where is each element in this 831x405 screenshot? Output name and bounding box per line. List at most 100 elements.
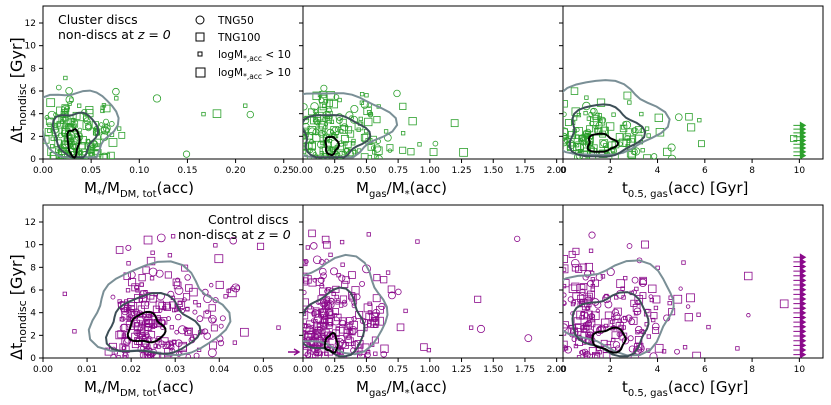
scatter-point-tng100	[305, 245, 310, 250]
scatter-point-tng50	[99, 122, 104, 127]
scatter-point-tng100	[304, 141, 313, 151]
scatter-point-tng100	[44, 128, 53, 136]
scatter-point-tng50	[578, 137, 583, 143]
scatter-point-tng100	[650, 312, 658, 320]
scatter-point-tng100	[78, 150, 83, 155]
out-of-range-arrow	[793, 125, 807, 134]
scatter-point-tng100	[167, 253, 173, 258]
scatter-point-tng50	[174, 329, 179, 335]
scatter-point-tng100	[611, 337, 616, 343]
scatter-point-tng50	[122, 352, 129, 358]
scatter-point-tng100	[146, 313, 151, 319]
scatter-point-tng100	[593, 354, 599, 358]
legend-label-high-mass: logM*,acc > 10	[218, 67, 291, 81]
scatter-point-tng50	[125, 244, 132, 251]
scatter-point-tng100	[572, 292, 580, 300]
annotation-control-line1: Control discs	[208, 212, 288, 227]
scatter-point-tng100	[610, 319, 615, 325]
scatter-point-tng50	[110, 294, 116, 300]
scatter-point-tng100	[613, 307, 622, 316]
scatter-point-tng100	[584, 95, 589, 100]
scatter-point-tng100	[348, 271, 356, 279]
scatter-point-tng100	[210, 324, 218, 332]
scatter-point-tng100	[686, 293, 695, 303]
scatter-point-tng100	[322, 103, 327, 109]
scatter-point-tng100	[185, 307, 190, 312]
scatter-point-tng50	[323, 122, 329, 127]
scatter-point-tng100	[310, 154, 319, 159]
scatter-point-tng100	[235, 285, 240, 290]
scatter-point-tng100	[339, 129, 344, 134]
scatter-point-tng100	[352, 150, 357, 155]
scatter-point-tng100	[93, 138, 101, 147]
scatter-point-tng100	[563, 264, 569, 274]
scatter-point-tng100	[72, 329, 77, 334]
scatter-point-tng100	[303, 298, 309, 307]
scatter-point-tng100	[386, 144, 394, 152]
scatter-point-tng100	[328, 252, 333, 257]
scatter-point-tng50	[309, 139, 315, 145]
scatter-point-tng50	[71, 122, 78, 129]
scatter-point-tng100	[634, 295, 644, 304]
scatter-point-tng50	[219, 315, 226, 322]
scatter-point-tng100	[142, 334, 147, 339]
scatter-point-tng50	[616, 331, 623, 338]
scatter-point-tng100	[303, 260, 307, 265]
scatter-point-tng100	[563, 100, 568, 108]
scatter-group-control-mgas-mstar	[303, 229, 533, 358]
scatter-point-tng50	[667, 143, 676, 152]
scatter-point-tng50	[563, 344, 568, 352]
scatter-point-tng100	[468, 325, 474, 330]
scatter-point-tng50	[55, 84, 62, 91]
scatter-point-tng100	[779, 299, 789, 309]
scatter-point-tng50	[217, 339, 225, 347]
scatter-point-tng100	[232, 340, 238, 345]
scatter-point-tng50	[204, 309, 210, 315]
scatter-point-tng100	[325, 116, 330, 121]
scatter-point-tng100	[139, 282, 144, 287]
scatter-point-tng100	[365, 312, 373, 320]
scatter-point-tng100	[583, 110, 588, 116]
x-tick-label-control-mgas-mstar: 2.00	[547, 365, 567, 375]
scatter-point-tng100	[135, 288, 140, 293]
y-axis-label-bottom: Δtnondisc [Gyr]	[7, 254, 29, 360]
x-tick-label-control-mgas-mstar: 1.25	[452, 365, 472, 375]
scatter-point-tng100	[149, 276, 155, 281]
scatter-point-tng50	[326, 107, 332, 114]
scatter-point-tng50	[246, 110, 255, 119]
scatter-point-tng100	[308, 278, 317, 287]
scatter-point-tng50	[628, 318, 636, 325]
scatter-point-tng100	[243, 103, 248, 108]
scatter-point-tng50	[303, 259, 309, 264]
scatter-point-tng50	[65, 87, 73, 95]
scatter-point-tng50	[303, 122, 310, 131]
scatter-point-tng100	[117, 126, 122, 131]
scatter-point-tng100	[201, 111, 206, 117]
scatter-point-tng100	[310, 353, 319, 358]
scatter-point-tng100	[319, 308, 329, 317]
scatter-point-tng50	[182, 150, 191, 158]
scatter-point-tng100	[372, 294, 381, 303]
y-tick-label-control-mstar-mdm: 0	[30, 354, 36, 364]
scatter-point-tng100	[568, 284, 578, 293]
scatter-point-tng100	[635, 330, 640, 335]
scatter-point-tng100	[213, 243, 218, 248]
scatter-point-tng50	[318, 97, 325, 104]
scatter-point-tng100	[126, 261, 131, 266]
scatter-point-tng50	[583, 296, 593, 306]
scatter-point-tng100	[663, 147, 672, 157]
scatter-point-tng50	[308, 147, 314, 153]
scatter-point-tng50	[635, 325, 643, 334]
scatter-point-tng100	[184, 327, 194, 336]
scatter-point-tng100	[641, 240, 649, 249]
scatter-point-tng100	[591, 311, 600, 320]
x-tick-label-cluster-mstar-mdm: 0.00	[33, 166, 53, 176]
data-layer	[43, 75, 807, 358]
out-of-range-arrow	[793, 253, 807, 262]
scatter-point-tng50	[155, 319, 161, 324]
scatter-point-tng50	[303, 322, 308, 329]
scatter-point-tng50	[323, 299, 330, 306]
x-tick-label-control-mgas-mstar: 0.00	[293, 365, 313, 375]
scatter-point-tng100	[178, 343, 187, 353]
scatter-point-tng100	[639, 276, 647, 285]
